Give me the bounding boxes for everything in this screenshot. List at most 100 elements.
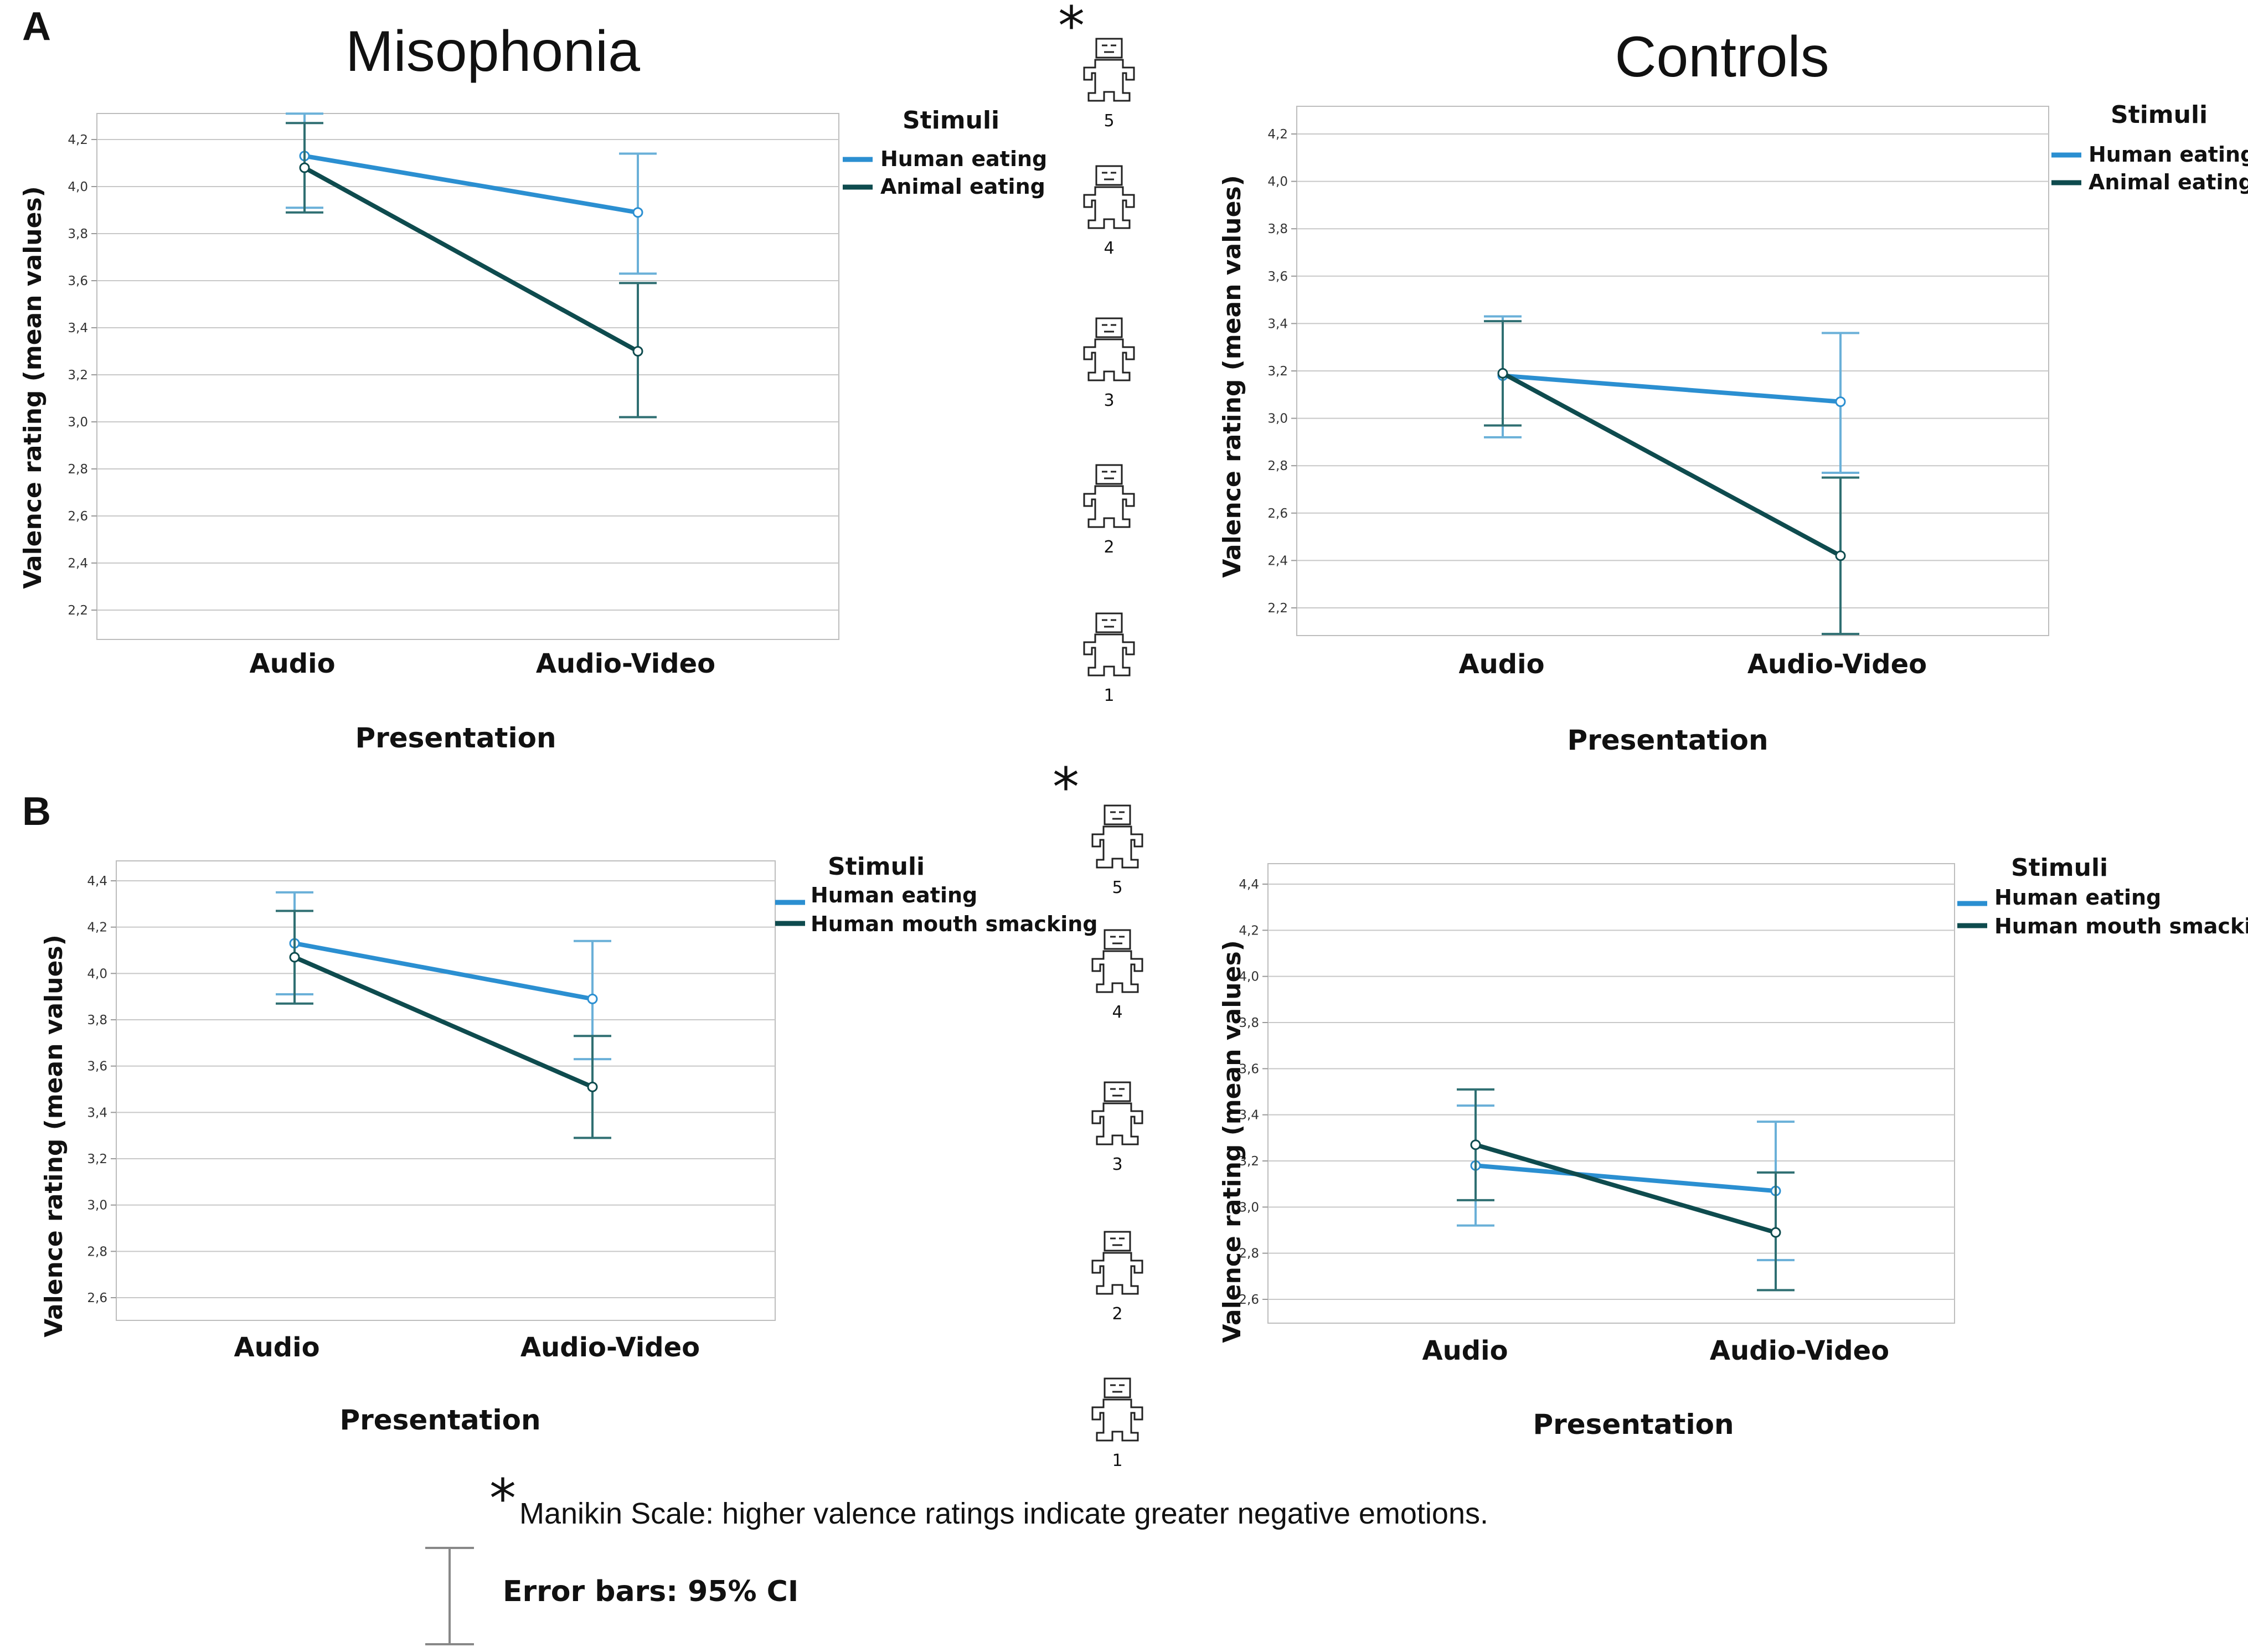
plot-frame (116, 860, 776, 1321)
manikin-body (1091, 950, 1143, 993)
manikin-head (1104, 1377, 1131, 1398)
manikin-body (1091, 1398, 1143, 1442)
y-tick-label: 3,2 (87, 1152, 107, 1166)
x-axis-title: Presentation (1533, 1408, 1734, 1441)
chart-title: Misophonia (346, 19, 640, 84)
manikin-level-label: 3 (1112, 1155, 1122, 1174)
manikin-body (1091, 825, 1143, 869)
manikin-head (1104, 1231, 1131, 1252)
chart-misophonia-a: Misophonia 2,2 2,4 2,6 2,8 3,0 3,2 3,4 3,6 3,8 4,… (19, 19, 1047, 754)
series-line (1474, 1142, 1777, 1235)
manikin-level-label: 4 (1104, 239, 1114, 258)
y-tick-label: 3,0 (1239, 1200, 1259, 1215)
x-tick-label: Audio (1458, 649, 1544, 680)
manikin-body (1091, 1102, 1143, 1145)
manikin-body (1091, 1252, 1143, 1295)
y-tick-label: 2,8 (87, 1245, 107, 1259)
y-tick-label: 3,4 (1267, 317, 1288, 331)
series-line (304, 153, 638, 215)
manikin-level-label: 2 (1112, 1304, 1122, 1324)
y-tick-label: 4,4 (1239, 877, 1259, 892)
y-tick-label: 2,6 (87, 1291, 107, 1305)
y-tick-label: 2,2 (68, 603, 88, 618)
manikin-head (1095, 464, 1123, 485)
y-tick-label: 3,2 (1267, 364, 1288, 379)
manikin-body (1083, 633, 1135, 677)
manikin-head (1095, 317, 1123, 338)
y-tick-label: 2,4 (1267, 554, 1288, 568)
y-tick-label: 3,6 (1267, 270, 1288, 284)
manikin-figure (1083, 612, 1135, 677)
manikin-figure (1091, 1081, 1143, 1145)
chart-controls-b: 2,6 2,8 3,0 3,2 3,4 3,6 3,8 4,0 4,2 4,4 Audio Aud… (1218, 854, 2248, 1441)
x-axis-title: Presentation (355, 722, 556, 754)
y-tick-label: 3,8 (68, 227, 88, 241)
data-point (632, 346, 643, 357)
data-point (587, 993, 598, 1004)
y-axis-title: Valence rating (mean values) (40, 935, 68, 1338)
x-tick-label: Audio (234, 1332, 319, 1363)
y-tick-label: 3,8 (1267, 222, 1288, 236)
footnote-asterisk: * (489, 1468, 516, 1530)
series-line (303, 166, 639, 354)
y-tick-label: 2,2 (1267, 601, 1288, 616)
legend-label: Animal eating (880, 174, 1045, 199)
manikin-head (1104, 929, 1131, 950)
plot-frame (96, 113, 839, 640)
manikin-head (1095, 38, 1123, 59)
data-point (1835, 550, 1846, 561)
y-tick-label: 4,0 (1239, 970, 1259, 984)
y-tick-label: 3,0 (87, 1199, 107, 1213)
chart-controls-a: Controls 2,2 2,4 2,6 2,8 3,0 3,2 3,4 3,6 3,8 4,0 4… (1218, 25, 2248, 756)
legend-title: Stimuli (828, 853, 925, 881)
x-tick-label: Audio (1422, 1335, 1508, 1366)
manikin-scale-b: * 5 4 3 2 1 (1053, 756, 1143, 1470)
y-tick-label: 4,0 (1267, 175, 1288, 189)
y-axis-title: Valence rating (mean values) (1218, 940, 1246, 1343)
y-tick-label: 4,0 (87, 967, 107, 981)
manikin-level-label: 4 (1112, 1003, 1122, 1022)
y-axis-title: Valence rating (mean values) (1218, 175, 1246, 578)
y-tick-label: 4,4 (87, 874, 107, 889)
legend-label: Human eating (880, 147, 1047, 171)
legend-label: Human mouth smacking (1994, 914, 2248, 938)
series-line (293, 955, 594, 1089)
y-tick-label: 3,2 (68, 368, 88, 383)
chart-misophonia-b: 2,6 2,8 3,0 3,2 3,4 3,6 3,8 4,0 4,2 4,4 Audio Aud… (40, 853, 1098, 1436)
y-tick-label: 4,2 (87, 921, 107, 935)
legend-label: Human eating (1994, 885, 2161, 910)
series-line (1502, 373, 1841, 404)
manikin-head (1095, 165, 1123, 186)
data-point (1770, 1227, 1781, 1238)
legend-label: Human eating (811, 883, 977, 907)
manikin-body (1083, 485, 1135, 528)
legend-label: Animal eating (2089, 170, 2248, 194)
y-tick-label: 4,2 (1267, 127, 1288, 142)
manikin-figure (1083, 165, 1135, 229)
data-point (632, 207, 643, 218)
manikin-figure (1083, 317, 1135, 381)
series-line (1475, 1163, 1776, 1194)
data-point (1835, 396, 1846, 407)
plot-frame (1267, 863, 1955, 1324)
manikin-body (1083, 338, 1135, 381)
legend-title: Stimuli (2011, 854, 2108, 882)
y-tick-label: 2,6 (68, 509, 88, 524)
plot-area: 2,2 2,4 2,6 2,8 3,0 3,2 3,4 3,6 3,8 4,0 4,2 (1267, 106, 2049, 636)
data-point (289, 952, 300, 963)
manikin-body (1083, 59, 1135, 102)
series-line (1502, 371, 1842, 558)
manikin-figure (1091, 929, 1143, 993)
series-line (294, 941, 593, 1001)
asterisk: * (1053, 756, 1079, 818)
chart-title: Controls (1615, 25, 1829, 89)
y-tick-label: 3,2 (1239, 1154, 1259, 1169)
x-tick-label: Audio (249, 648, 335, 679)
data-point (1470, 1139, 1481, 1150)
y-tick-label: 3,4 (1239, 1108, 1259, 1123)
legend-label: Human mouth smacking (811, 912, 1098, 936)
y-tick-label: 4,2 (68, 133, 88, 147)
footnote: * Manikin Scale: higher valence ratings … (425, 1468, 1488, 1645)
plot-area: 2,6 2,8 3,0 3,2 3,4 3,6 3,8 4,0 4,2 4,4 (1239, 863, 1955, 1324)
